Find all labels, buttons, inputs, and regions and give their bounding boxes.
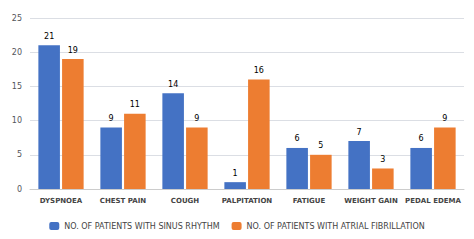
svg-text:9: 9: [442, 114, 447, 123]
svg-text:14: 14: [168, 80, 178, 89]
svg-text:DYSPNOEA: DYSPNOEA: [40, 197, 83, 205]
svg-text:6: 6: [419, 134, 424, 143]
svg-text:FATIGUE: FATIGUE: [293, 197, 326, 205]
svg-text:NO. OF PATIENTS WITH ATRIAL FI: NO. OF PATIENTS WITH ATRIAL FIBRILLATION: [247, 222, 425, 231]
svg-text:CHEST PAIN: CHEST PAIN: [100, 197, 147, 205]
svg-text:5: 5: [17, 150, 22, 159]
svg-text:15: 15: [12, 82, 22, 91]
svg-text:21: 21: [44, 32, 54, 41]
svg-text:25: 25: [12, 14, 22, 23]
svg-text:COUGH: COUGH: [171, 197, 200, 205]
svg-text:NO. OF PATIENTS WITH SINUS RHY: NO. OF PATIENTS WITH SINUS RHYTHM: [64, 222, 219, 231]
svg-text:7: 7: [357, 128, 362, 137]
svg-text:10: 10: [12, 116, 22, 125]
svg-text:WEIGHT GAIN: WEIGHT GAIN: [344, 197, 398, 205]
svg-text:9: 9: [194, 114, 199, 123]
svg-text:3: 3: [380, 155, 385, 164]
svg-text:20: 20: [12, 48, 22, 57]
svg-text:19: 19: [68, 46, 78, 55]
svg-text:PALPITATION: PALPITATION: [222, 197, 273, 205]
svg-text:PEDAL EDEMA: PEDAL EDEMA: [405, 197, 461, 205]
svg-text:5: 5: [318, 141, 323, 150]
svg-text:0: 0: [17, 185, 22, 194]
svg-text:11: 11: [130, 100, 140, 109]
svg-text:9: 9: [109, 114, 114, 123]
svg-text:6: 6: [295, 134, 300, 143]
svg-text:1: 1: [233, 169, 238, 178]
svg-text:16: 16: [254, 66, 264, 75]
